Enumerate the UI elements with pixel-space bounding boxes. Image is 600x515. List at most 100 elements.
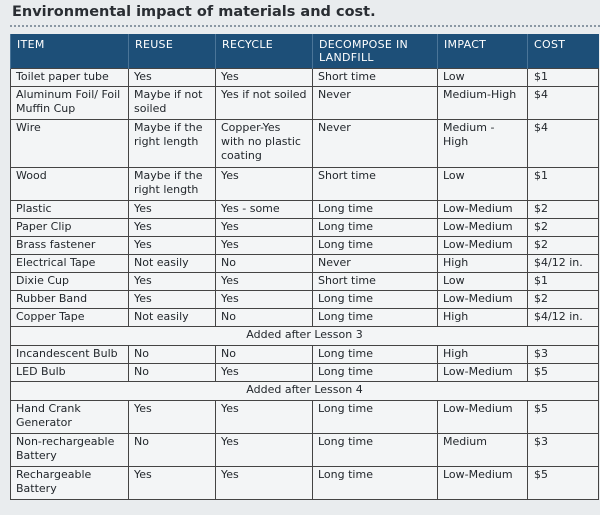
cell-impact: Low-Medium bbox=[437, 363, 528, 382]
cell-item: LED Bulb bbox=[10, 363, 129, 382]
cell-recycle: Yes if not soiled bbox=[215, 86, 313, 120]
cell-item: Toilet paper tube bbox=[10, 68, 129, 87]
table-row: Brass fastener Yes Yes Long time Low-Medium $… bbox=[10, 236, 599, 255]
cell-item: Copper Tape bbox=[10, 308, 129, 327]
cell-decompose: Long time bbox=[312, 308, 438, 327]
cell-cost: $4/12 in. bbox=[527, 254, 599, 273]
table-row: Copper Tape Not easily No Long time High $4/1… bbox=[10, 308, 599, 327]
cell-recycle: Yes bbox=[215, 290, 313, 309]
cell-cost: $5 bbox=[527, 363, 599, 382]
cell-item: Aluminum Foil/ Foil Muffin Cup bbox=[10, 86, 129, 120]
cell-reuse: Yes bbox=[128, 200, 216, 219]
cell-decompose: Short time bbox=[312, 167, 438, 201]
cell-reuse: Yes bbox=[128, 68, 216, 87]
cell-reuse: Yes bbox=[128, 236, 216, 255]
cell-decompose: Long time bbox=[312, 433, 438, 467]
cell-decompose: Never bbox=[312, 254, 438, 273]
cell-recycle: No bbox=[215, 254, 313, 273]
materials-table: ITEM REUSE RECYCLE DECOMPOSE IN LANDFILL… bbox=[10, 34, 599, 500]
cell-item: Hand Crank Generator bbox=[10, 400, 129, 434]
cell-reuse: Yes bbox=[128, 272, 216, 291]
cell-item: Brass fastener bbox=[10, 236, 129, 255]
cell-impact: Medium - High bbox=[437, 119, 528, 168]
cell-impact: Low bbox=[437, 167, 528, 201]
cell-impact: High bbox=[437, 308, 528, 327]
cell-reuse: No bbox=[128, 433, 216, 467]
table-row: Aluminum Foil/ Foil Muffin Cup Maybe if n… bbox=[10, 86, 599, 120]
cell-recycle: Yes bbox=[215, 272, 313, 291]
cell-cost: $5 bbox=[527, 400, 599, 434]
cell-impact: Low bbox=[437, 272, 528, 291]
table-header-row: ITEM REUSE RECYCLE DECOMPOSE IN LANDFILL… bbox=[10, 34, 599, 69]
table-row: Electrical Tape Not easily No Never High $4/1… bbox=[10, 254, 599, 273]
cell-item: Rubber Band bbox=[10, 290, 129, 309]
cell-recycle: Yes bbox=[215, 236, 313, 255]
cell-item: Electrical Tape bbox=[10, 254, 129, 273]
cell-decompose: Never bbox=[312, 86, 438, 120]
cell-reuse: Not easily bbox=[128, 308, 216, 327]
cell-item: Rechargeable Battery bbox=[10, 466, 129, 500]
cell-cost: $2 bbox=[527, 290, 599, 309]
cell-recycle: No bbox=[215, 308, 313, 327]
cell-decompose: Long time bbox=[312, 400, 438, 434]
cell-impact: Low-Medium bbox=[437, 290, 528, 309]
cell-reuse: Not easily bbox=[128, 254, 216, 273]
cell-decompose: Short time bbox=[312, 68, 438, 87]
dotted-divider bbox=[10, 25, 600, 27]
table-row: Toilet paper tube Yes Yes Short time Low $1 bbox=[10, 68, 599, 87]
table-row: Rechargeable Battery Yes Yes Long time Low-M… bbox=[10, 466, 599, 500]
cell-cost: $2 bbox=[527, 236, 599, 255]
cell-impact: High bbox=[437, 345, 528, 364]
cell-reuse: Yes bbox=[128, 400, 216, 434]
cell-cost: $2 bbox=[527, 218, 599, 237]
cell-impact: Low-Medium bbox=[437, 218, 528, 237]
cell-recycle: Yes bbox=[215, 363, 313, 382]
cell-reuse: Yes bbox=[128, 466, 216, 500]
cell-cost: $4/12 in. bbox=[527, 308, 599, 327]
column-header-recycle: RECYCLE bbox=[215, 34, 313, 69]
table-row: Dixie Cup Yes Yes Short time Low $1 bbox=[10, 272, 599, 291]
cell-impact: Low-Medium bbox=[437, 466, 528, 500]
cell-item: Plastic bbox=[10, 200, 129, 219]
cell-decompose: Long time bbox=[312, 236, 438, 255]
cell-cost: $5 bbox=[527, 466, 599, 500]
cell-reuse: Yes bbox=[128, 218, 216, 237]
cell-decompose: Short time bbox=[312, 272, 438, 291]
cell-recycle: Yes bbox=[215, 400, 313, 434]
page-title: Environmental impact of materials and co… bbox=[12, 4, 376, 20]
cell-impact: Low-Medium bbox=[437, 400, 528, 434]
cell-reuse: No bbox=[128, 363, 216, 382]
cell-recycle: Yes bbox=[215, 218, 313, 237]
cell-decompose: Long time bbox=[312, 345, 438, 364]
cell-decompose: Long time bbox=[312, 218, 438, 237]
table-row: Wire Maybe if the right length Copper-Yes … bbox=[10, 119, 599, 168]
column-header-decompose: DECOMPOSE IN LANDFILL bbox=[312, 34, 438, 69]
cell-impact: Low-Medium bbox=[437, 236, 528, 255]
cell-item: Paper Clip bbox=[10, 218, 129, 237]
cell-cost: $1 bbox=[527, 68, 599, 87]
cell-recycle: Yes bbox=[215, 433, 313, 467]
cell-decompose: Long time bbox=[312, 200, 438, 219]
cell-cost: $2 bbox=[527, 200, 599, 219]
cell-reuse: Maybe if the right length bbox=[128, 167, 216, 201]
section-row: Added after Lesson 3 bbox=[10, 326, 599, 346]
cell-recycle: Yes bbox=[215, 167, 313, 201]
cell-item: Wire bbox=[10, 119, 129, 168]
cell-reuse: Maybe if not soiled bbox=[128, 86, 216, 120]
table-row: LED Bulb No Yes Long time Low-Medium $5 bbox=[10, 363, 599, 382]
cell-cost: $1 bbox=[527, 272, 599, 291]
cell-reuse: No bbox=[128, 345, 216, 364]
section-label: Added after Lesson 4 bbox=[10, 381, 599, 401]
column-header-cost: COST bbox=[527, 34, 599, 69]
cell-impact: Medium-High bbox=[437, 86, 528, 120]
column-header-reuse: REUSE bbox=[128, 34, 216, 69]
cell-cost: $1 bbox=[527, 167, 599, 201]
section-row: Added after Lesson 4 bbox=[10, 381, 599, 401]
cell-cost: $3 bbox=[527, 345, 599, 364]
cell-decompose: Long time bbox=[312, 363, 438, 382]
cell-item: Wood bbox=[10, 167, 129, 201]
cell-recycle: Yes bbox=[215, 466, 313, 500]
cell-impact: Low bbox=[437, 68, 528, 87]
table-row: Hand Crank Generator Yes Yes Long time Low-M… bbox=[10, 400, 599, 434]
table-row: Wood Maybe if the right length Yes Short ti… bbox=[10, 167, 599, 201]
